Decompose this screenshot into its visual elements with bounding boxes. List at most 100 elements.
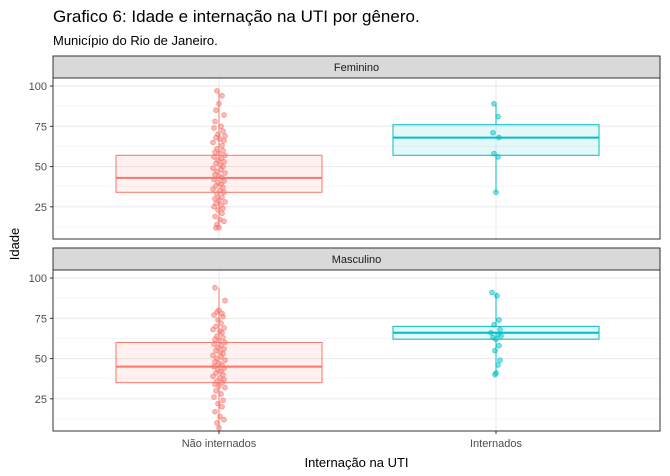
- data-point: [211, 204, 217, 210]
- data-point: [212, 284, 218, 291]
- data-point: [211, 176, 217, 183]
- data-point: [221, 112, 227, 118]
- data-point: [218, 123, 224, 130]
- y-tick-label: 100: [29, 273, 47, 285]
- data-point: [210, 373, 216, 380]
- data-point: [211, 394, 217, 400]
- data-point: [220, 205, 226, 212]
- data-point: [222, 384, 228, 391]
- data-point: [220, 334, 226, 341]
- data-point: [222, 339, 228, 346]
- y-tick-label: 75: [35, 121, 47, 133]
- data-point: [497, 326, 503, 333]
- y-tick-label: 25: [35, 202, 47, 214]
- data-point: [497, 357, 503, 363]
- data-point: [495, 362, 501, 368]
- data-point: [216, 383, 222, 389]
- data-point: [222, 170, 228, 176]
- y-tick-label: 100: [29, 81, 47, 93]
- data-point: [498, 333, 504, 339]
- data-point: [213, 107, 219, 113]
- data-point: [219, 92, 225, 99]
- x-axis-title: Internação na UTI: [304, 455, 408, 470]
- data-point: [496, 317, 502, 323]
- data-point: [220, 128, 226, 134]
- data-point: [492, 347, 498, 354]
- data-point: [214, 191, 220, 197]
- data-point: [213, 387, 219, 394]
- data-point: [212, 118, 218, 125]
- y-tick-label: 25: [35, 394, 47, 406]
- data-point: [489, 289, 495, 296]
- panel-border: [52, 77, 661, 240]
- panel-background: [53, 270, 660, 431]
- data-point: [494, 292, 500, 299]
- data-point: [211, 125, 217, 131]
- y-tick-label: 75: [35, 313, 47, 325]
- data-point: [221, 416, 227, 423]
- data-point: [493, 336, 499, 343]
- data-point: [491, 100, 497, 107]
- data-point: [221, 218, 227, 225]
- data-point: [495, 113, 501, 120]
- data-point: [222, 152, 228, 159]
- x-tick-label: Internados: [470, 438, 522, 450]
- data-point: [492, 371, 498, 378]
- y-tick-label: 50: [35, 354, 47, 366]
- data-point: [215, 207, 221, 213]
- data-point: [495, 154, 501, 160]
- data-point: [212, 213, 218, 220]
- panel-background: [53, 78, 660, 239]
- data-point: [216, 100, 222, 107]
- data-point: [218, 320, 224, 326]
- data-point: [221, 189, 227, 196]
- data-point: [488, 329, 494, 336]
- data-point: [219, 210, 225, 217]
- data-point: [496, 134, 502, 141]
- data-point: [211, 341, 217, 347]
- data-point: [219, 142, 225, 149]
- data-point: [213, 224, 219, 231]
- data-point: [220, 313, 226, 320]
- facet-strip-label: Masculino: [332, 254, 382, 266]
- data-point: [493, 189, 499, 196]
- data-point: [210, 165, 216, 171]
- data-point: [218, 391, 224, 397]
- data-point: [212, 408, 218, 415]
- panel-border: [52, 269, 661, 432]
- data-point: [210, 186, 216, 192]
- data-point: [491, 150, 497, 157]
- facet-strip-label: Feminino: [334, 62, 379, 74]
- data-point: [220, 147, 226, 154]
- data-point: [216, 338, 222, 344]
- chart-subtitle: Município do Rio de Janeiro.: [53, 33, 218, 48]
- data-point: [211, 363, 217, 370]
- data-point: [222, 357, 228, 363]
- y-axis-title: Idade: [7, 228, 22, 261]
- data-point: [222, 133, 228, 139]
- data-point: [222, 297, 228, 304]
- data-point: [221, 137, 227, 144]
- data-point: [490, 129, 496, 136]
- chart-title: Grafico 6: Idade e internação na UTI por…: [53, 7, 420, 26]
- data-point: [496, 342, 502, 349]
- data-point: [219, 329, 225, 336]
- y-tick-label: 50: [35, 162, 47, 174]
- data-point: [216, 150, 222, 157]
- data-point: [215, 400, 221, 407]
- data-point: [211, 312, 217, 318]
- data-point: [221, 325, 227, 331]
- data-point: [216, 424, 222, 431]
- data-point: [214, 88, 220, 94]
- data-point: [214, 420, 220, 426]
- data-point: [210, 326, 216, 333]
- box-iqr: [392, 124, 600, 156]
- data-point: [210, 352, 216, 359]
- data-point: [219, 404, 225, 410]
- data-point: [210, 139, 216, 146]
- data-point: [491, 321, 497, 328]
- x-tick-label: Não internados: [182, 438, 257, 450]
- data-point: [220, 397, 226, 404]
- data-point: [217, 413, 223, 420]
